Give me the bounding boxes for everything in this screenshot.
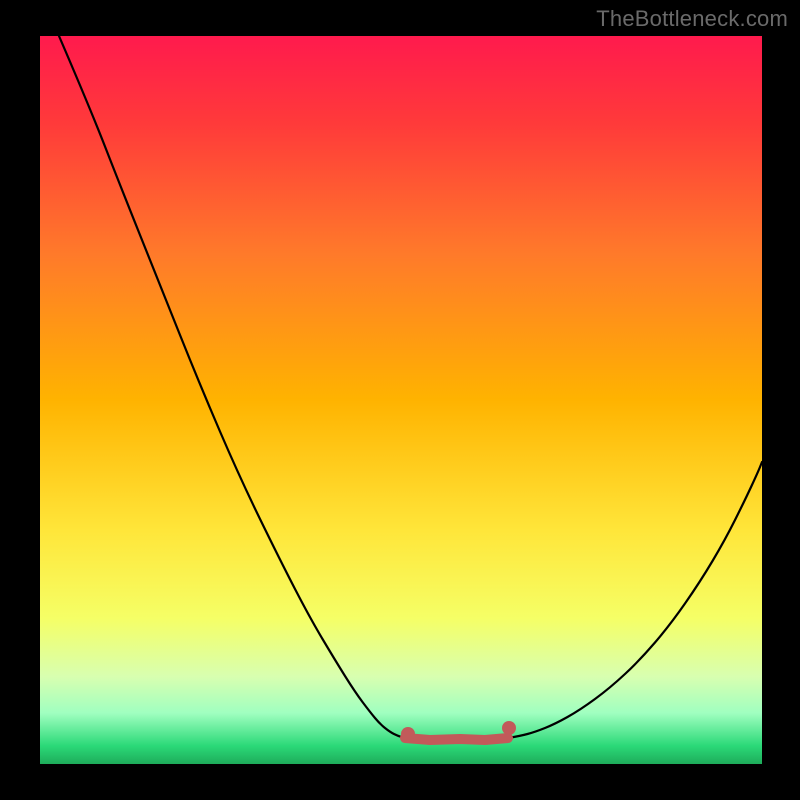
plot-gradient-background: [40, 36, 762, 764]
segment-end-dot: [502, 721, 516, 735]
optimal-range-segment: [405, 738, 508, 740]
chart-container: TheBottleneck.com: [0, 0, 800, 800]
segment-start-dot: [401, 727, 415, 741]
bottleneck-curve-chart: [0, 0, 800, 800]
watermark-text: TheBottleneck.com: [596, 6, 788, 32]
